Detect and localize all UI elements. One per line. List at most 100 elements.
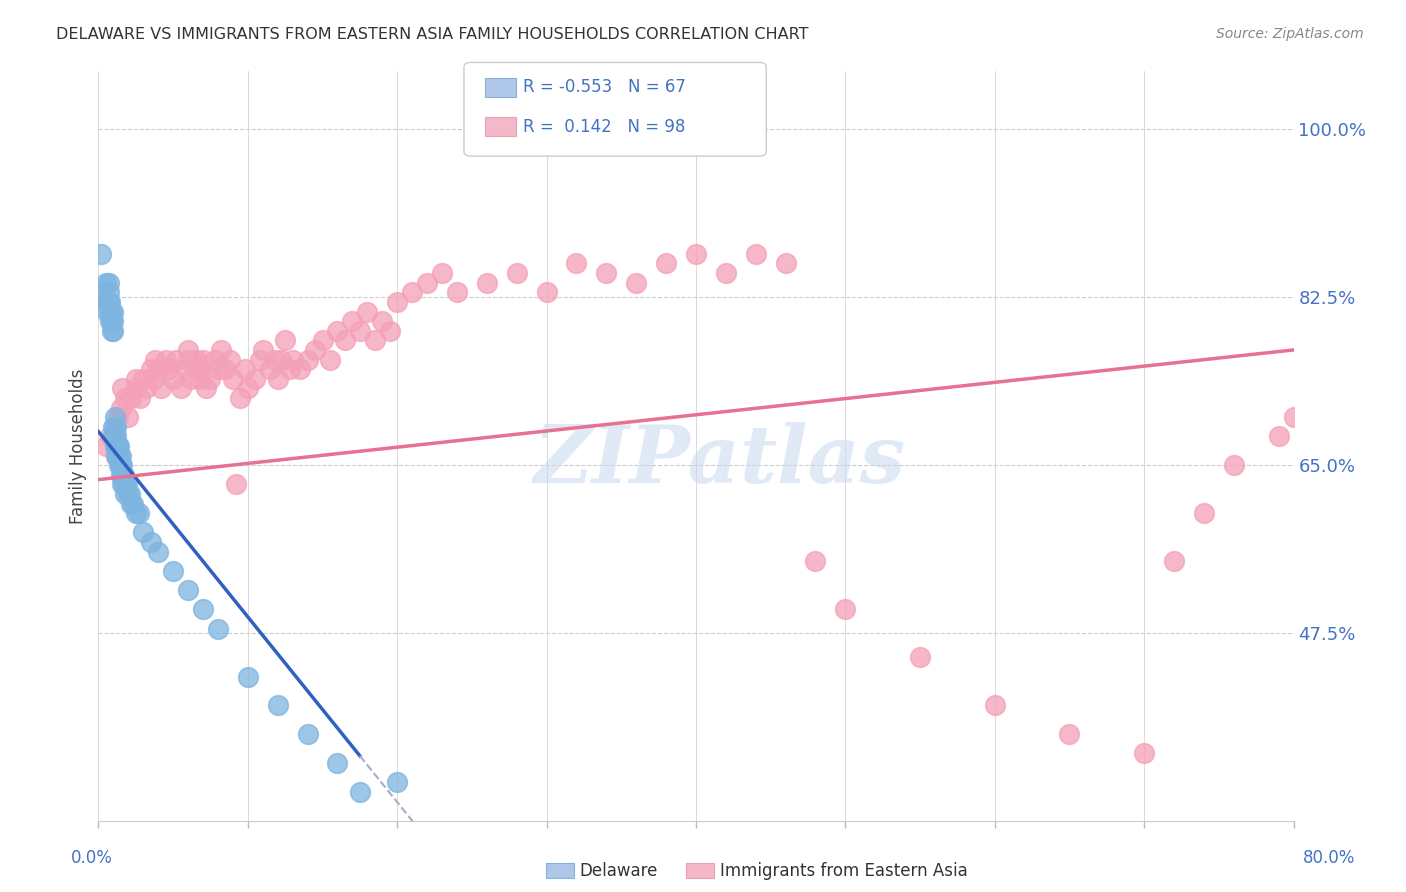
Point: [125, 506, 148, 520]
Point: [98, 304, 122, 318]
Point: [110, 458, 132, 473]
Point: [150, 381, 173, 395]
Point: [506, 266, 529, 280]
Point: [120, 497, 142, 511]
Point: [349, 785, 371, 799]
Point: [278, 362, 301, 376]
Text: Source: ZipAtlas.com: Source: ZipAtlas.com: [1216, 27, 1364, 41]
Point: [342, 314, 364, 328]
Point: [267, 372, 290, 386]
Point: [98, 314, 122, 328]
Point: [222, 372, 245, 386]
Point: [114, 477, 136, 491]
Point: [103, 314, 125, 328]
Point: [93, 285, 115, 300]
Point: [114, 487, 136, 501]
Point: [188, 372, 211, 386]
Point: [219, 352, 242, 367]
Point: [267, 698, 290, 713]
Point: [139, 362, 162, 376]
Point: [104, 410, 127, 425]
Text: 0.0%: 0.0%: [70, 848, 112, 866]
Point: [115, 477, 138, 491]
Point: [804, 554, 827, 568]
Point: [107, 439, 129, 453]
Point: [984, 698, 1007, 713]
Point: [1059, 727, 1081, 741]
Point: [107, 410, 129, 425]
Point: [775, 256, 797, 270]
Point: [103, 429, 125, 443]
Point: [148, 544, 170, 558]
Point: [94, 294, 117, 309]
Point: [98, 429, 122, 443]
Point: [319, 352, 342, 367]
Point: [110, 449, 132, 463]
Point: [297, 352, 319, 367]
Point: [90, 247, 112, 261]
Point: [121, 497, 143, 511]
Point: [104, 429, 127, 443]
Point: [191, 602, 214, 616]
Point: [655, 256, 678, 270]
Point: [177, 343, 200, 357]
Point: [169, 381, 191, 395]
Point: [111, 458, 134, 473]
Point: [114, 391, 136, 405]
Point: [117, 410, 139, 425]
Point: [475, 276, 498, 290]
Text: Delaware: Delaware: [579, 862, 658, 880]
Point: [207, 362, 229, 376]
Point: [385, 294, 409, 309]
Point: [207, 622, 229, 636]
Point: [128, 506, 150, 520]
Point: [187, 362, 209, 376]
Point: [270, 352, 292, 367]
Point: [110, 467, 132, 482]
Point: [111, 477, 134, 491]
Point: [209, 343, 232, 357]
Point: [139, 535, 162, 549]
Point: [1192, 506, 1215, 520]
Point: [94, 439, 117, 453]
Point: [565, 256, 588, 270]
Point: [1298, 391, 1320, 405]
Point: [97, 294, 120, 309]
Point: [326, 756, 349, 770]
Point: [236, 381, 259, 395]
Point: [834, 602, 856, 616]
Point: [132, 372, 155, 386]
Point: [97, 276, 120, 290]
Point: [165, 352, 187, 367]
Point: [204, 352, 226, 367]
Point: [148, 362, 170, 376]
Point: [385, 775, 409, 789]
Point: [105, 449, 128, 463]
Point: [157, 362, 180, 376]
Point: [177, 583, 200, 598]
Point: [108, 449, 131, 463]
Point: [108, 458, 131, 473]
Point: [107, 439, 129, 453]
Point: [288, 362, 311, 376]
Point: [98, 294, 122, 309]
Point: [135, 381, 157, 395]
Point: [1267, 429, 1289, 443]
Text: R = -0.553   N = 67: R = -0.553 N = 67: [523, 78, 686, 96]
Point: [125, 381, 148, 395]
Point: [103, 429, 125, 443]
Point: [263, 352, 285, 367]
Point: [446, 285, 468, 300]
Point: [401, 285, 423, 300]
Text: ZIPatlas: ZIPatlas: [534, 422, 905, 500]
Point: [105, 429, 128, 443]
Point: [195, 381, 218, 395]
Point: [281, 352, 304, 367]
Point: [626, 276, 648, 290]
Point: [236, 669, 259, 683]
Point: [233, 362, 256, 376]
Text: R =  0.142   N = 98: R = 0.142 N = 98: [523, 118, 685, 136]
Y-axis label: Family Households: Family Households: [69, 368, 87, 524]
Point: [108, 439, 131, 453]
Point: [111, 467, 134, 482]
